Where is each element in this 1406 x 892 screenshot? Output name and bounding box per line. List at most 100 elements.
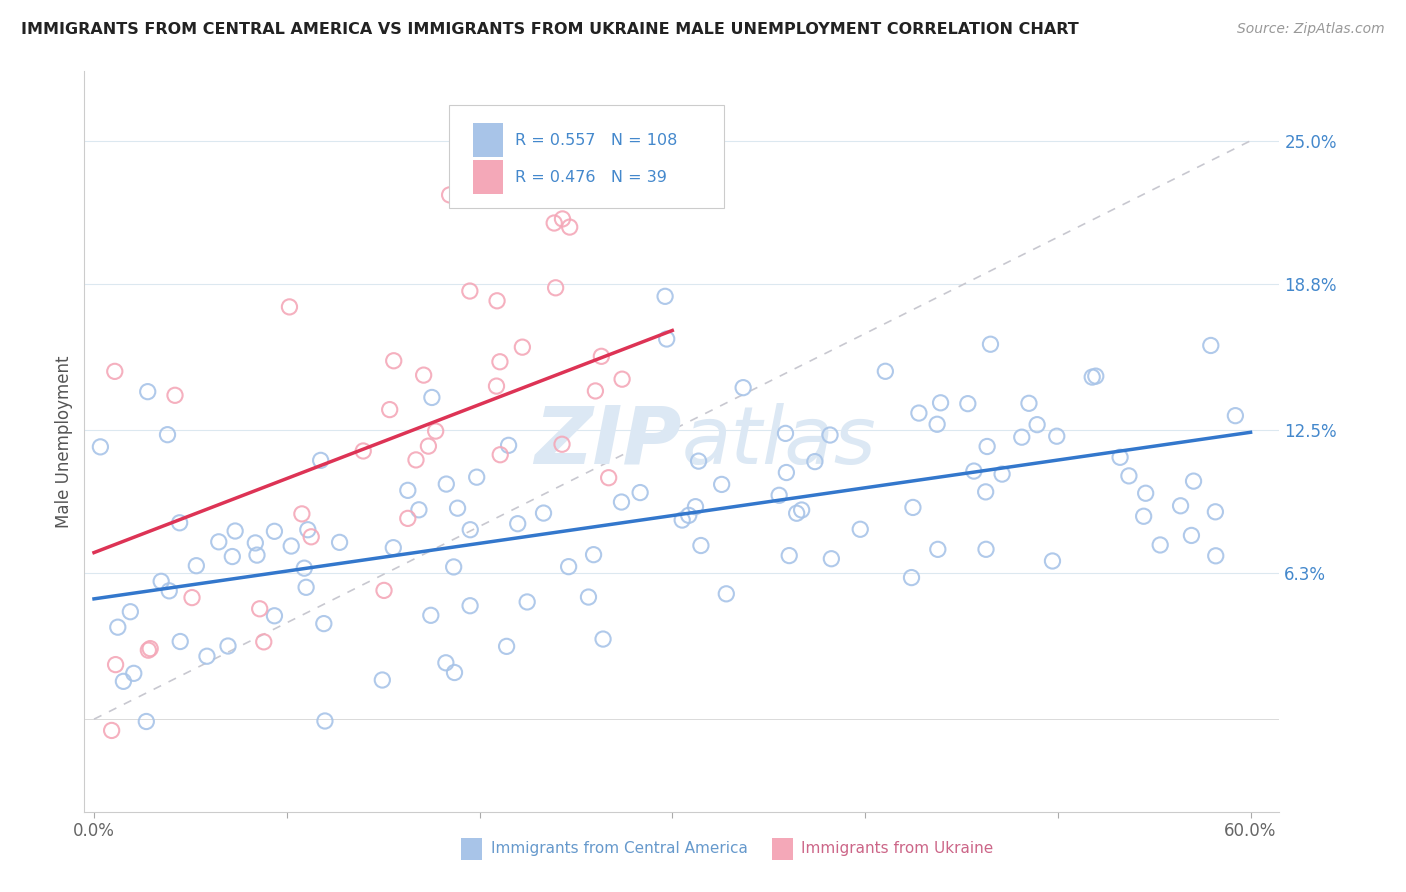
Point (690, 539, 713, 553)
Bar (772, 838, 793, 860)
Point (312, 616, 335, 631)
Point (107, 620, 129, 634)
Point (1042, 554, 1064, 568)
Point (1046, 429, 1069, 443)
Point (458, 599, 481, 613)
Bar (461, 838, 482, 860)
Point (1205, 549, 1227, 563)
Point (418, 439, 440, 453)
Point (790, 503, 813, 517)
Point (136, 384, 159, 399)
Point (598, 471, 620, 485)
Point (419, 608, 441, 623)
Point (991, 467, 1014, 482)
Text: IMMIGRANTS FROM CENTRAL AMERICA VS IMMIGRANTS FROM UKRAINE MALE UNEMPLOYMENT COR: IMMIGRANTS FROM CENTRAL AMERICA VS IMMIG… (21, 22, 1078, 37)
Point (245, 536, 267, 550)
Point (412, 368, 434, 383)
Bar (472, 123, 503, 156)
Point (157, 583, 180, 598)
Text: atlas: atlas (682, 402, 877, 481)
Point (1026, 417, 1049, 432)
Text: Source: ZipAtlas.com: Source: ZipAtlas.com (1237, 22, 1385, 37)
Point (100, 723, 122, 738)
Point (685, 500, 707, 514)
Point (186, 558, 208, 573)
Text: R = 0.557   N = 108: R = 0.557 N = 108 (515, 133, 676, 148)
Point (1132, 509, 1154, 524)
Point (253, 635, 276, 649)
Point (352, 444, 374, 458)
Point (443, 560, 465, 574)
Point (314, 714, 336, 728)
Point (1109, 450, 1132, 465)
Point (710, 477, 733, 491)
Point (591, 349, 613, 363)
Point (512, 340, 534, 354)
Point (558, 220, 581, 235)
Point (498, 438, 520, 452)
Point (181, 591, 204, 605)
Point (371, 673, 394, 687)
Point (671, 513, 693, 527)
Point (139, 641, 162, 656)
Point (485, 379, 508, 393)
Point (373, 583, 395, 598)
Point (688, 454, 710, 468)
Point (495, 640, 517, 654)
Point (901, 500, 924, 515)
Point (655, 332, 678, 346)
Point (309, 453, 332, 467)
Point (582, 548, 605, 562)
Point (434, 656, 457, 670)
Point (786, 506, 808, 520)
Point (818, 428, 841, 442)
Point (378, 402, 401, 417)
Point (678, 508, 700, 523)
Point (533, 506, 555, 520)
Point (583, 384, 606, 398)
Point (489, 355, 512, 369)
Point (104, 657, 127, 672)
Point (628, 485, 651, 500)
Point (443, 665, 465, 680)
Point (979, 337, 1001, 351)
Point (929, 396, 952, 410)
Point (551, 211, 574, 226)
Point (89, 440, 111, 454)
Point (280, 539, 302, 553)
Point (150, 574, 173, 589)
Point (768, 488, 790, 502)
Point (1180, 528, 1202, 542)
Point (908, 406, 931, 420)
Point (329, 535, 352, 549)
Point (405, 453, 427, 467)
Point (624, 194, 647, 208)
Point (434, 477, 457, 491)
Point (610, 495, 633, 509)
Point (408, 503, 430, 517)
Point (849, 522, 872, 536)
Point (396, 511, 419, 525)
Point (1204, 505, 1226, 519)
Point (297, 523, 319, 537)
Point (486, 293, 509, 308)
Point (976, 440, 998, 454)
Point (544, 281, 567, 295)
Point (169, 634, 191, 648)
Point (489, 448, 512, 462)
Point (382, 541, 405, 555)
Point (506, 516, 529, 531)
Point (1081, 370, 1104, 384)
Point (263, 524, 285, 539)
Point (458, 284, 481, 298)
Point (516, 595, 538, 609)
Point (578, 590, 600, 604)
Point (716, 587, 738, 601)
Point (1118, 469, 1140, 483)
Bar (472, 161, 503, 194)
Point (927, 542, 949, 557)
Point (217, 639, 239, 653)
Point (1199, 338, 1222, 352)
Point (875, 364, 897, 378)
Point (733, 381, 755, 395)
